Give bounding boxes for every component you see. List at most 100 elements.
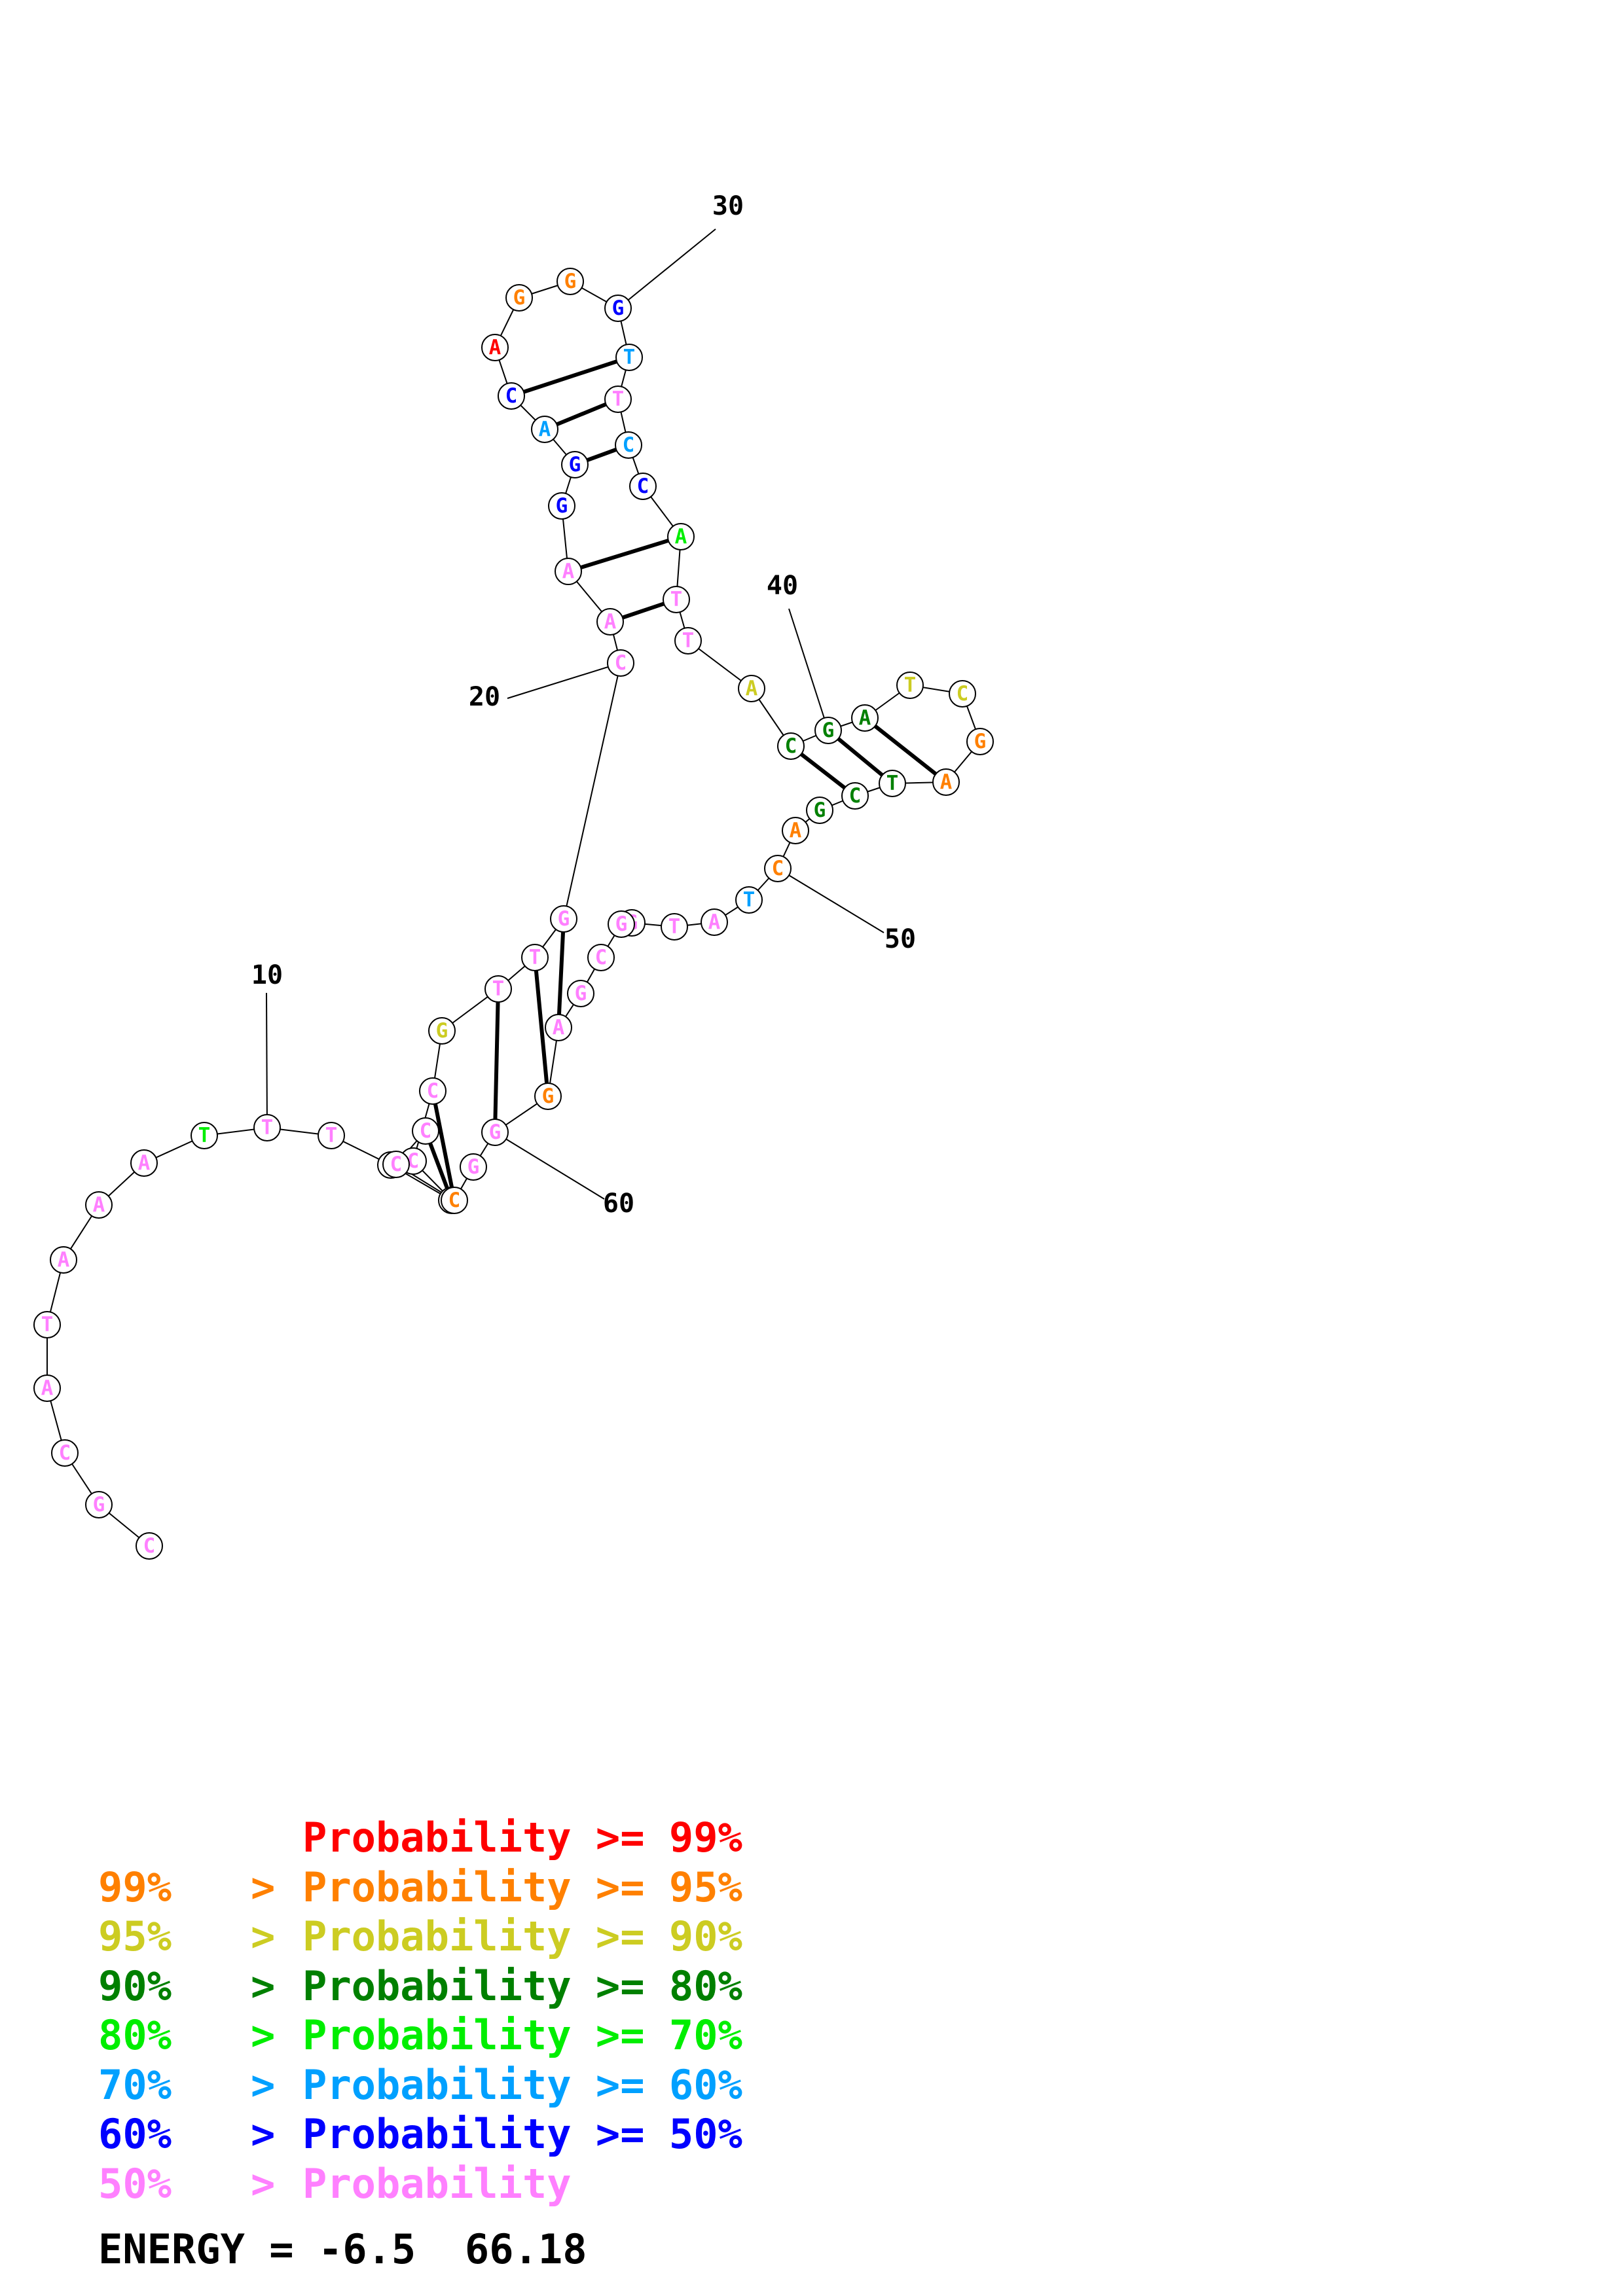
nucleotide: C [607, 649, 634, 677]
nucleotide: A [932, 768, 960, 796]
nucleotide-letter: G [558, 907, 570, 931]
legend-condition: Probability [302, 2159, 572, 2208]
nucleotide-letter: A [58, 1248, 70, 1272]
nucleotide-letter: C [615, 651, 627, 675]
nucleotide-circle [85, 1491, 113, 1518]
nucleotide-letter: A [859, 706, 871, 730]
nucleotide-circle [735, 886, 763, 914]
nucleotide-circle [661, 913, 688, 941]
nucleotide-circle [534, 1083, 562, 1110]
nucleotide-circle [607, 649, 634, 677]
nucleotide-letter: G [436, 1019, 448, 1043]
nucleotide: G [814, 717, 842, 744]
nucleotide-circle [548, 492, 575, 520]
legend-condition: Probability >= 99% [302, 1814, 742, 1861]
nucleotide-letter: G [974, 730, 987, 753]
nucleotide-letter: T [886, 772, 899, 795]
nucleotide: G [460, 1153, 487, 1181]
nucleotide-circle [191, 1122, 218, 1149]
nucleotide-circle [545, 1014, 572, 1041]
nucleotide-circle [412, 1117, 439, 1145]
nucleotide: T [674, 627, 702, 655]
base-pair-bond [493, 988, 500, 1133]
nucleotide-letter: C [427, 1079, 439, 1103]
nucleotide-letter: A [553, 1016, 565, 1039]
legend-operator: > [251, 1863, 276, 1911]
position-marker-lines [266, 228, 884, 1200]
legend-condition: Probability >= 60% [302, 2060, 742, 2109]
nucleotide-letter: C [849, 784, 862, 808]
nucleotide: G [85, 1491, 113, 1518]
nucleotide-circle [498, 382, 525, 410]
nucleotide-circle [615, 431, 642, 459]
nucleotide-letter: G [542, 1085, 555, 1108]
nucleotide-letter: T [612, 387, 625, 411]
nucleotide: T [318, 1122, 345, 1149]
nucleotide-circle [567, 980, 594, 1007]
nucleotide-circle [851, 704, 879, 732]
nucleotide-circle [841, 782, 869, 810]
nucleotide-letter: A [93, 1193, 105, 1217]
position-marker: 50 [884, 924, 916, 954]
energy-value: 66.18 [464, 2225, 587, 2273]
nucleotide: T [661, 913, 688, 941]
nucleotide: A [33, 1374, 61, 1402]
nucleotide-circle [806, 797, 833, 824]
nucleotide: C [949, 680, 976, 708]
nucleotide-letter: G [93, 1493, 105, 1516]
nucleotide: G [556, 268, 584, 295]
position-markers: 10 20 30 40 50 60 [251, 191, 916, 1219]
nucleotide-letter: G [612, 296, 625, 320]
nucleotide-circle [604, 386, 632, 413]
nucleotide: A [851, 704, 879, 732]
nucleotide: T [191, 1122, 218, 1149]
nucleotide-letter: T [41, 1313, 54, 1336]
nucleotide: C [764, 855, 792, 882]
nucleotide: G [561, 451, 589, 478]
nucleotide: A [50, 1246, 77, 1274]
nucleotide-letter: C [448, 1189, 461, 1212]
backbone-link [563, 662, 621, 920]
nucleotide-letter: A [489, 336, 501, 359]
nucleotide-letter: A [940, 770, 953, 794]
nucleotide: G [428, 1017, 456, 1045]
nucleotide-letter: T [682, 629, 695, 653]
nucleotide-letter: T [623, 346, 636, 369]
nucleotide: T [663, 586, 690, 613]
nucleotide-letter: C [595, 946, 608, 969]
nucleotide-letter: T [529, 946, 541, 969]
nucleotide-letter: T [670, 588, 683, 611]
nucleotide-letter: T [743, 888, 756, 912]
nucleotide: A [596, 608, 624, 636]
marker-line [266, 992, 268, 1128]
nucleotide-letter: T [904, 673, 917, 697]
nucleotide: G [534, 1083, 562, 1110]
nucleotide-circle [949, 680, 976, 708]
nucleotide: C [136, 1532, 163, 1560]
nucleotide-circle [764, 855, 792, 882]
nucleotide: A [555, 558, 582, 585]
nucleotide-circle [777, 732, 805, 760]
nucleotide: A [667, 523, 695, 550]
nucleotide-letter: G [489, 1121, 501, 1144]
legend-lower-bound: 70% [98, 2060, 172, 2109]
marker-line [494, 1132, 605, 1200]
nucleotide-circle [130, 1149, 158, 1177]
nucleotide-letter: T [325, 1124, 338, 1147]
nucleotide: C [382, 1151, 410, 1178]
nucleotide-circle [604, 295, 632, 322]
nucleotide: T [615, 344, 643, 371]
nucleotide-circle [50, 1246, 77, 1274]
nucleotide-circle [521, 944, 549, 971]
nucleotide-circle [667, 523, 695, 550]
base-pair-bond [556, 918, 566, 1028]
marker-line [617, 228, 716, 309]
nucleotide-letter: G [822, 719, 835, 742]
nucleotides: CGCATAAATTTGCCCGTTGCAAGGACAGGGTTCCATTACG… [33, 268, 994, 1560]
nucleotide: A [85, 1191, 113, 1219]
legend-row: 50% > Probability [98, 2159, 742, 2209]
position-marker: 10 [251, 960, 283, 990]
nucleotide: A [701, 908, 728, 936]
position-marker: 30 [712, 191, 744, 221]
nucleotide-circle [966, 728, 994, 755]
